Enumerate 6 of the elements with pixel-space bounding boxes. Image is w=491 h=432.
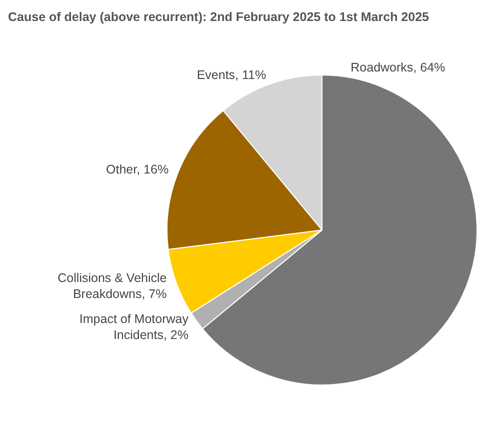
slice-label: Roadworks, 64% [350,60,446,75]
slice-label: Events, 11% [196,68,266,82]
slice-label: Impact of Motorway Incidents, 2% [79,312,190,342]
chart-title: Cause of delay (above recurrent): 2nd February 2025 to 1st March 2025 [8,10,429,24]
slice-label: Collisions & Vehicle Breakdowns, 7% [58,270,167,301]
slice-label: Other, 16% [106,162,169,176]
